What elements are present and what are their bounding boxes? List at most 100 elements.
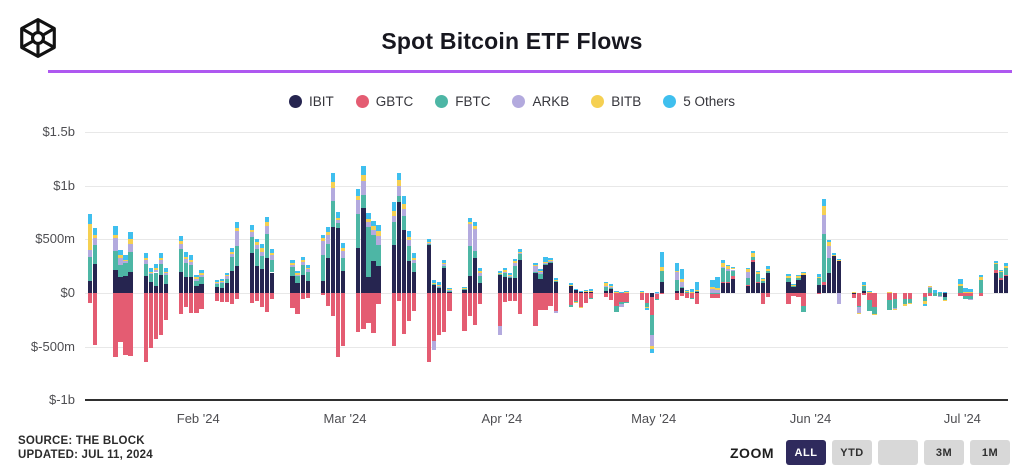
stacked-bar[interactable] — [290, 0, 295, 475]
stacked-bar[interactable] — [998, 0, 1004, 475]
stacked-bar[interactable] — [265, 0, 270, 475]
stacked-bar[interactable] — [341, 0, 346, 475]
stacked-bar[interactable] — [730, 0, 735, 475]
stacked-bar[interactable] — [158, 0, 164, 475]
stacked-bar[interactable] — [674, 0, 680, 475]
stacked-bar[interactable] — [993, 0, 999, 475]
stacked-bar[interactable] — [887, 0, 892, 475]
stacked-bar[interactable] — [816, 0, 821, 475]
legend-item-gbtc[interactable]: GBTC — [355, 94, 413, 109]
stacked-bar[interactable] — [427, 0, 432, 475]
stacked-bar[interactable] — [573, 0, 579, 475]
stacked-bar[interactable] — [477, 0, 482, 475]
stacked-bar[interactable] — [821, 0, 826, 475]
stacked-bar[interactable] — [553, 0, 558, 475]
stacked-bar[interactable] — [568, 0, 573, 475]
stacked-bar[interactable] — [411, 0, 417, 475]
stacked-bar[interactable] — [791, 0, 796, 475]
stacked-bar[interactable] — [796, 0, 801, 475]
stacked-bar[interactable] — [432, 0, 437, 475]
stacked-bar[interactable] — [153, 0, 159, 475]
stacked-bar[interactable] — [320, 0, 326, 475]
stacked-bar[interactable] — [857, 0, 862, 475]
stacked-bar[interactable] — [199, 0, 204, 475]
stacked-bar[interactable] — [401, 0, 407, 475]
stacked-bar[interactable] — [462, 0, 467, 475]
stacked-bar[interactable] — [88, 0, 93, 475]
stacked-bar[interactable] — [502, 0, 508, 475]
stacked-bar[interactable] — [872, 0, 877, 475]
stacked-bar[interactable] — [184, 0, 189, 475]
stacked-bar[interactable] — [826, 0, 832, 475]
stacked-bar[interactable] — [260, 0, 265, 475]
stacked-bar[interactable] — [831, 0, 837, 475]
stacked-bar[interactable] — [229, 0, 234, 475]
stacked-bar[interactable] — [695, 0, 700, 475]
stacked-bar[interactable] — [366, 0, 371, 475]
stacked-bar[interactable] — [376, 0, 381, 475]
stacked-bar[interactable] — [750, 0, 756, 475]
stacked-bar[interactable] — [497, 0, 503, 475]
stacked-bar[interactable] — [472, 0, 477, 475]
stacked-bar[interactable] — [163, 0, 169, 475]
stacked-bar[interactable] — [548, 0, 553, 475]
stacked-bar[interactable] — [755, 0, 761, 475]
stacked-bar[interactable] — [467, 0, 472, 475]
stacked-bar[interactable] — [938, 0, 943, 475]
stacked-bar[interactable] — [852, 0, 857, 475]
stacked-bar[interactable] — [862, 0, 867, 475]
stacked-bar[interactable] — [766, 0, 771, 475]
stacked-bar[interactable] — [609, 0, 614, 475]
stacked-bar[interactable] — [330, 0, 336, 475]
stacked-bar[interactable] — [968, 0, 973, 475]
stacked-bar[interactable] — [123, 0, 128, 475]
stacked-bar[interactable] — [624, 0, 629, 475]
stacked-bar[interactable] — [113, 0, 118, 475]
stacked-bar[interactable] — [356, 0, 361, 475]
stacked-bar[interactable] — [680, 0, 685, 475]
stacked-bar[interactable] — [325, 0, 331, 475]
stacked-bar[interactable] — [578, 0, 584, 475]
stacked-bar[interactable] — [943, 0, 948, 475]
stacked-bar[interactable] — [933, 0, 938, 475]
zoom-button-ytd[interactable]: YTD — [832, 440, 872, 465]
stacked-bar[interactable] — [583, 0, 589, 475]
stacked-bar[interactable] — [922, 0, 928, 475]
stacked-bar[interactable] — [619, 0, 624, 475]
stacked-bar[interactable] — [361, 0, 366, 475]
stacked-bar[interactable] — [978, 0, 983, 475]
stacked-bar[interactable] — [836, 0, 842, 475]
stacked-bar[interactable] — [507, 0, 513, 475]
stacked-bar[interactable] — [189, 0, 194, 475]
legend-item-fbtc[interactable]: FBTC — [435, 94, 490, 109]
stacked-bar[interactable] — [614, 0, 619, 475]
stacked-bar[interactable] — [720, 0, 725, 475]
stacked-bar[interactable] — [148, 0, 154, 475]
stacked-bar[interactable] — [690, 0, 695, 475]
stacked-bar[interactable] — [270, 0, 275, 475]
stacked-bar[interactable] — [604, 0, 609, 475]
stacked-bar[interactable] — [249, 0, 255, 475]
stacked-bar[interactable] — [118, 0, 123, 475]
zoom-button-1m[interactable]: 1M — [970, 440, 1010, 465]
stacked-bar[interactable] — [335, 0, 341, 475]
zoom-button-3m[interactable]: 3M — [924, 440, 964, 465]
stacked-bar[interactable] — [224, 0, 229, 475]
stacked-bar[interactable] — [639, 0, 644, 475]
stacked-bar[interactable] — [649, 0, 654, 475]
stacked-bar[interactable] — [801, 0, 806, 475]
stacked-bar[interactable] — [295, 0, 300, 475]
stacked-bar[interactable] — [927, 0, 933, 475]
stacked-bar[interactable] — [892, 0, 897, 475]
stacked-bar[interactable] — [305, 0, 310, 475]
legend-item-ibit[interactable]: IBIT — [288, 94, 334, 109]
stacked-bar[interactable] — [725, 0, 730, 475]
stacked-bar[interactable] — [300, 0, 305, 475]
stacked-bar[interactable] — [234, 0, 240, 475]
stacked-bar[interactable] — [518, 0, 523, 475]
stacked-bar[interactable] — [644, 0, 649, 475]
stacked-bar[interactable] — [371, 0, 376, 475]
zoom-button-blank[interactable] — [878, 440, 918, 465]
stacked-bar[interactable] — [437, 0, 442, 475]
stacked-bar[interactable] — [447, 0, 452, 475]
